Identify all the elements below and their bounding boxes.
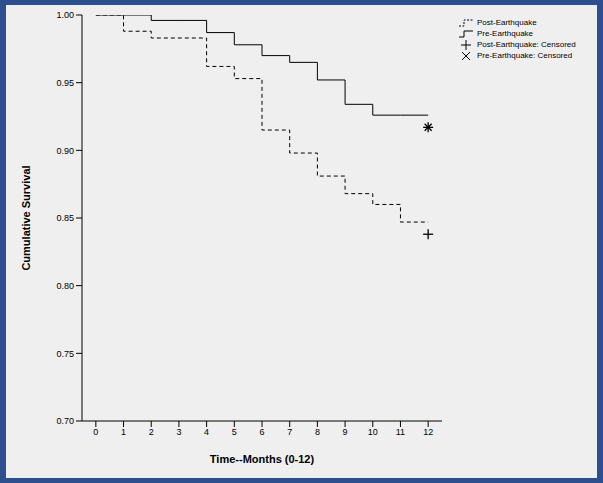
svg-text:0.90: 0.90	[56, 146, 74, 156]
svg-text:6: 6	[259, 427, 264, 437]
svg-text:0.70: 0.70	[56, 416, 74, 426]
svg-text:2: 2	[149, 427, 154, 437]
html-text:Pre-Earthquake: Censored: Pre-Earthquake: Censored	[477, 51, 573, 60]
svg-text:1.00: 1.00	[56, 10, 74, 20]
svg-text:9: 9	[343, 427, 348, 437]
svg-text:0.80: 0.80	[56, 281, 74, 291]
svg-text:4: 4	[204, 427, 209, 437]
svg-text:10: 10	[368, 427, 378, 437]
html-text:Post-Earthquake: Censored: Post-Earthquake: Censored	[477, 40, 576, 49]
svg-text:0.75: 0.75	[56, 349, 74, 359]
svg-text:Time--Months (0-12): Time--Months (0-12)	[210, 453, 315, 465]
svg-text:11: 11	[396, 427, 405, 437]
svg-text:1: 1	[121, 427, 126, 437]
svg-text:0: 0	[93, 427, 98, 437]
svg-text:12: 12	[423, 427, 433, 437]
svg-text:3: 3	[176, 427, 181, 437]
svg-text:0.95: 0.95	[56, 78, 74, 88]
html-text:Pre-Earthquake: Pre-Earthquake	[477, 29, 533, 38]
svg-text:8: 8	[315, 427, 320, 437]
html-text:Post-Earthquake: Post-Earthquake	[477, 18, 537, 27]
svg-text:0.85: 0.85	[56, 213, 74, 223]
svg-text:Cumulative Survival: Cumulative Survival	[20, 165, 32, 270]
svg-text:7: 7	[287, 427, 292, 437]
svg-text:5: 5	[232, 427, 237, 437]
